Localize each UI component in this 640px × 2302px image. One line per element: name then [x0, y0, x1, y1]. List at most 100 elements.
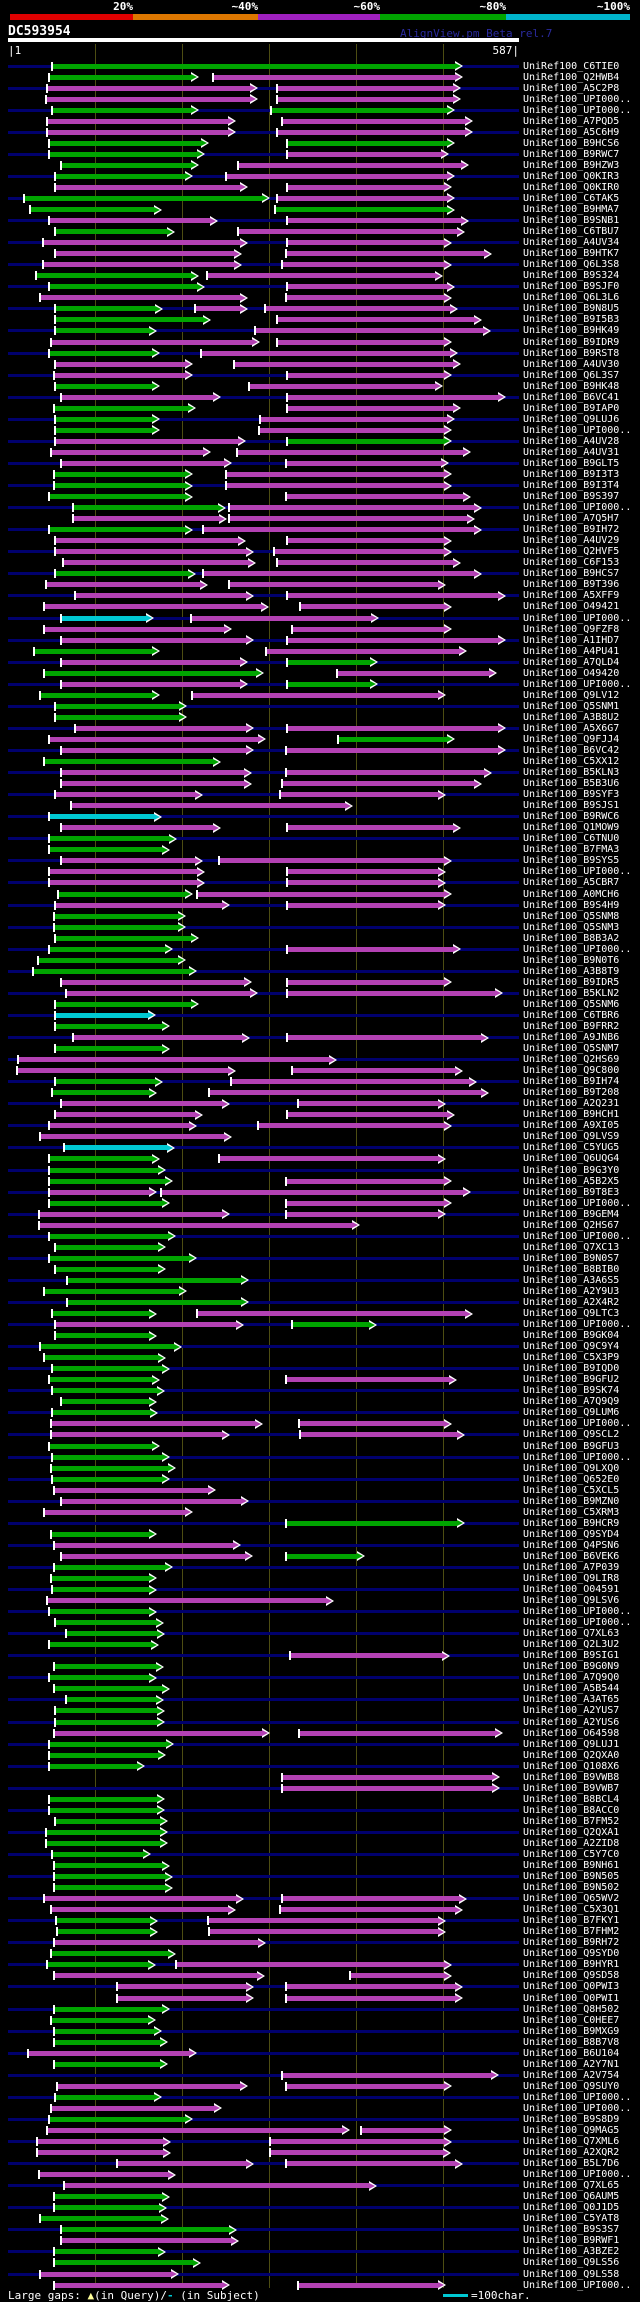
hit-bar[interactable]	[338, 736, 448, 742]
hit-bar[interactable]	[287, 681, 371, 687]
hit-bar[interactable]	[292, 1322, 370, 1328]
hit-bar[interactable]	[54, 2260, 194, 2266]
hit-label[interactable]: UniRef100_Q9LUJ6	[523, 413, 620, 425]
hit-label[interactable]: UniRef100_Q6AUM5	[523, 2191, 620, 2203]
hit-label[interactable]: UniRef100_A5C2P8	[523, 82, 620, 94]
hit-label[interactable]: UniRef100_B7FKY1	[523, 1915, 620, 1927]
hit-label[interactable]: UniRef100_Q5SNM6	[523, 998, 620, 1010]
hit-bar[interactable]	[286, 1200, 445, 1206]
hit-bar[interactable]	[55, 1322, 237, 1328]
hit-label[interactable]: UniRef100_Q2HVF5	[523, 546, 620, 558]
hit-label[interactable]: UniRef100_B5KLN2	[523, 987, 620, 999]
hit-label[interactable]: UniRef100_B9SIG1	[523, 1650, 620, 1662]
hit-label[interactable]: UniRef100_Q108X6	[523, 1760, 620, 1772]
hit-bar[interactable]	[287, 538, 445, 544]
hit-label[interactable]: UniRef100_Q5SNM1	[523, 700, 620, 712]
hit-bar[interactable]	[47, 2127, 343, 2133]
hit-label[interactable]: UniRef100_B9SYF3	[523, 789, 620, 801]
hit-label[interactable]: UniRef100_Q0KIR0	[523, 181, 620, 193]
hit-bar[interactable]	[49, 1675, 150, 1681]
hit-bar[interactable]	[270, 2139, 445, 2145]
hit-bar[interactable]	[61, 781, 245, 787]
hit-bar[interactable]	[55, 1046, 163, 1052]
hit-bar[interactable]	[226, 483, 445, 489]
hit-label[interactable]: UniRef100_Q65WV2	[523, 1893, 620, 1905]
hit-bar[interactable]	[259, 427, 445, 433]
hit-bar[interactable]	[298, 1101, 439, 1107]
hit-bar[interactable]	[55, 416, 153, 422]
hit-bar[interactable]	[36, 273, 192, 279]
hit-bar[interactable]	[287, 593, 499, 599]
hit-label[interactable]: UniRef100_B9S8D9	[523, 2113, 620, 2125]
hit-bar[interactable]	[265, 306, 451, 312]
hit-label[interactable]: UniRef100_A2Y7N1	[523, 2058, 620, 2070]
hit-bar[interactable]	[277, 339, 445, 345]
hit-bar[interactable]	[287, 140, 448, 146]
hit-label[interactable]: UniRef100_B9HCS7	[523, 568, 620, 580]
hit-bar[interactable]	[287, 637, 499, 643]
hit-label[interactable]: UniRef100_Q9LTC3	[523, 1308, 620, 1320]
hit-bar[interactable]	[286, 2161, 456, 2167]
hit-label[interactable]: UniRef100_B9S4H9	[523, 899, 620, 911]
hit-bar[interactable]	[61, 2227, 230, 2233]
hit-bar[interactable]	[282, 1785, 493, 1791]
hit-label[interactable]: UniRef100_C5Y7C0	[523, 1848, 620, 1860]
hit-bar[interactable]	[49, 1377, 153, 1383]
hit-label[interactable]: UniRef100_B6VEK6	[523, 1550, 620, 1562]
hit-bar[interactable]	[52, 1311, 150, 1317]
hit-bar[interactable]	[17, 1068, 229, 1074]
hit-bar[interactable]	[24, 195, 263, 201]
hit-bar[interactable]	[274, 549, 445, 555]
hit-label[interactable]: UniRef100_Q9SD58	[523, 1970, 620, 1982]
hit-bar[interactable]	[226, 173, 448, 179]
hit-bar[interactable]	[51, 1907, 229, 1913]
hit-bar[interactable]	[52, 1388, 158, 1394]
hit-bar[interactable]	[54, 1940, 259, 1946]
hit-bar[interactable]	[229, 582, 439, 588]
hit-bar[interactable]	[64, 1145, 168, 1151]
hit-label[interactable]: UniRef100_A2YUS6	[523, 1716, 620, 1728]
hit-label[interactable]: UniRef100_Q9C9Y4	[523, 1341, 620, 1353]
hit-bar[interactable]	[66, 990, 251, 996]
hit-label[interactable]: UniRef100_C5YUG5	[523, 1142, 620, 1154]
hit-label[interactable]: UniRef100_Q6L3S7	[523, 369, 620, 381]
hit-label[interactable]: UniRef100_C5XCL5	[523, 1484, 620, 1496]
hit-bar[interactable]	[286, 1520, 458, 1526]
hit-bar[interactable]	[49, 1123, 190, 1129]
hit-label[interactable]: UniRef100_A5XFF9	[523, 590, 620, 602]
hit-bar[interactable]	[47, 129, 229, 135]
hit-bar[interactable]	[71, 803, 346, 809]
hit-bar[interactable]	[55, 1112, 196, 1118]
hit-label[interactable]: UniRef100_Q9LUM6	[523, 1407, 620, 1419]
hit-bar[interactable]	[49, 1807, 158, 1813]
hit-bar[interactable]	[287, 284, 448, 290]
hit-label[interactable]: UniRef100_B8BCL4	[523, 1793, 620, 1805]
hit-bar[interactable]	[49, 1233, 169, 1239]
hit-label[interactable]: UniRef100_A5B544	[523, 1683, 620, 1695]
hit-bar[interactable]	[44, 1509, 186, 1515]
hit-bar[interactable]	[54, 2282, 223, 2288]
hit-label[interactable]: UniRef100_Q2HS69	[523, 1054, 620, 1066]
hit-label[interactable]: UniRef100_B7FM52	[523, 1815, 620, 1827]
hit-label[interactable]: UniRef100_B9HTK7	[523, 248, 620, 260]
hit-label[interactable]: UniRef100_B7FHM2	[523, 1926, 620, 1938]
hit-bar[interactable]	[51, 2105, 215, 2111]
hit-label[interactable]: UniRef100_B9GLT5	[523, 457, 620, 469]
hit-label[interactable]: UniRef100_B9IH72	[523, 524, 620, 536]
hit-label[interactable]: UniRef100_UPI000..	[523, 612, 632, 624]
hit-bar[interactable]	[238, 162, 462, 168]
hit-label[interactable]: UniRef100_Q0PWI1	[523, 1992, 620, 2004]
hit-bar[interactable]	[44, 670, 257, 676]
hit-label[interactable]: UniRef100_UPI000..	[523, 1451, 632, 1463]
hit-bar[interactable]	[55, 1244, 159, 1250]
hit-bar[interactable]	[255, 328, 484, 334]
hit-bar[interactable]	[229, 516, 468, 522]
hit-bar[interactable]	[287, 218, 462, 224]
hit-bar[interactable]	[54, 2194, 163, 2200]
hit-bar[interactable]	[61, 394, 214, 400]
hit-bar[interactable]	[49, 140, 202, 146]
hit-label[interactable]: UniRef100_B9MXG9	[523, 2025, 620, 2037]
hit-bar[interactable]	[55, 1266, 159, 1272]
hit-bar[interactable]	[54, 1730, 263, 1736]
hit-bar[interactable]	[117, 1995, 247, 2001]
